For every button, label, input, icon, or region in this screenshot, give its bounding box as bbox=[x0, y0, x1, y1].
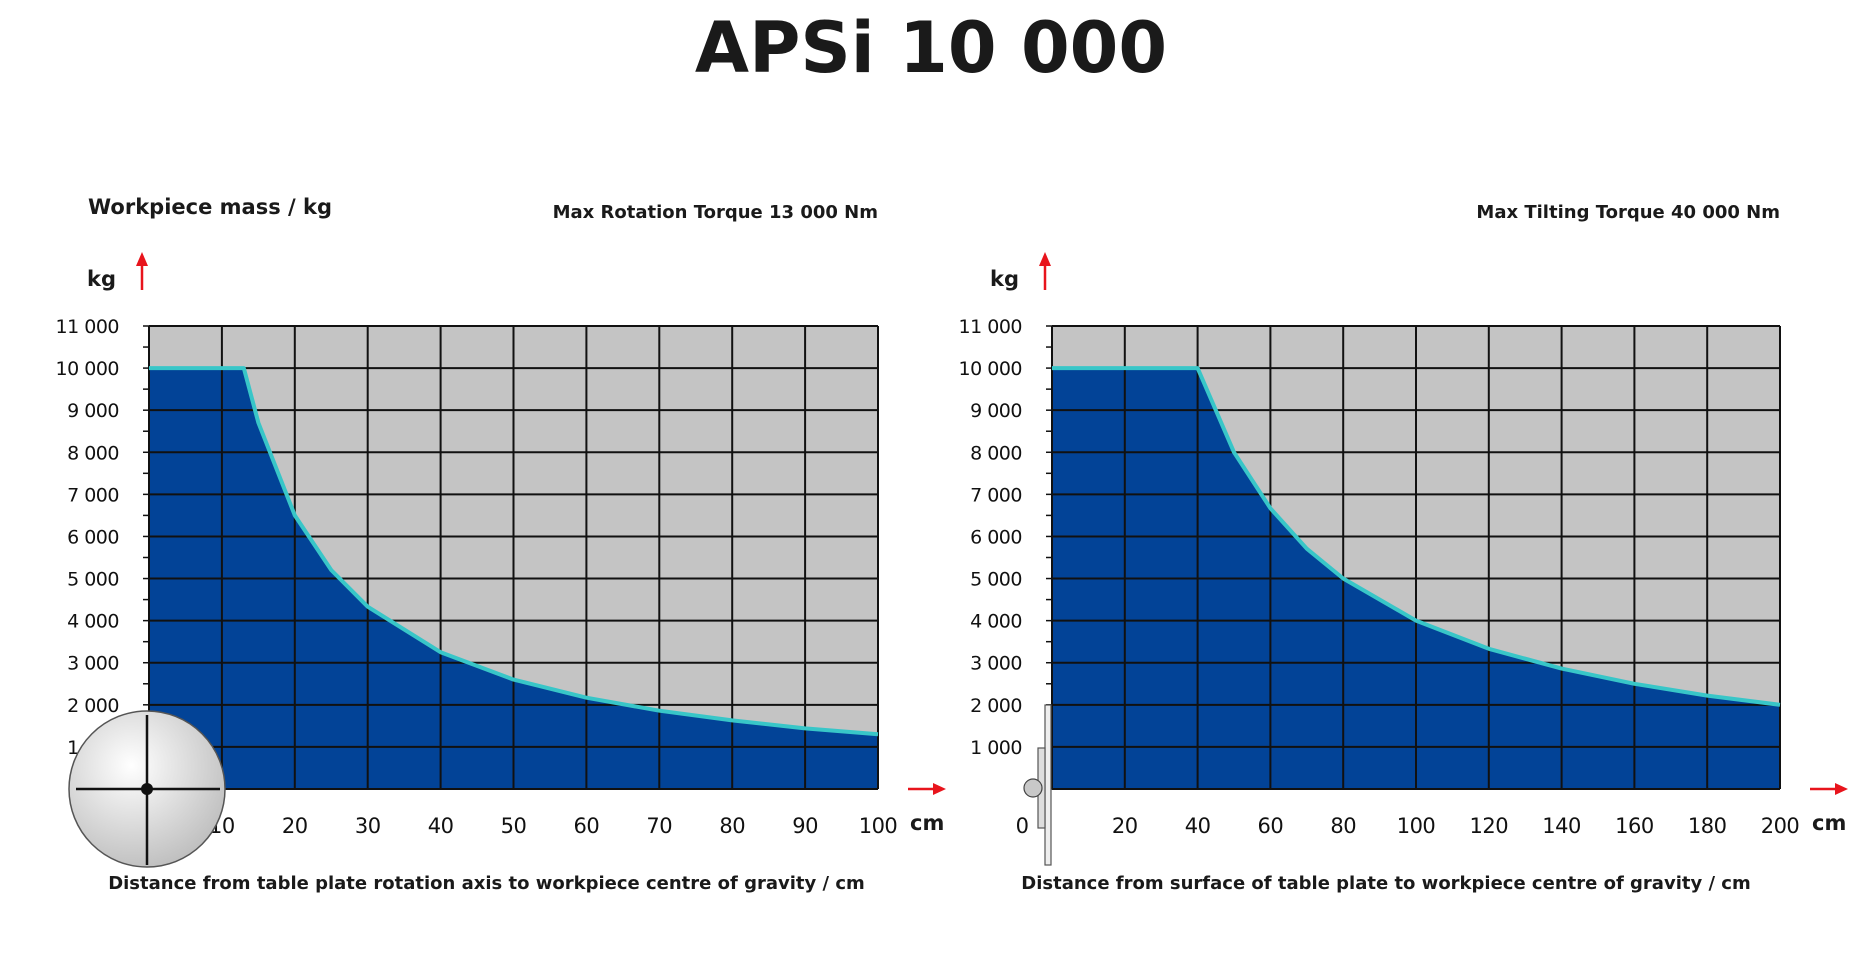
y-axis-arrow-head bbox=[136, 252, 148, 266]
y-tick-label: 9 000 bbox=[67, 400, 119, 422]
y-tick-label: 7 000 bbox=[67, 484, 119, 506]
x-axis-arrow-head bbox=[1835, 783, 1848, 795]
x-tick-label: 30 bbox=[355, 814, 381, 838]
y-unit-label: kg bbox=[87, 267, 116, 291]
x-tick-label: 180 bbox=[1688, 814, 1727, 838]
x-tick-label: 0 bbox=[1016, 814, 1029, 838]
x-axis-arrow-head bbox=[933, 783, 946, 795]
x-axis-title: Distance from table plate rotation axis … bbox=[108, 873, 865, 894]
tilting-axis-icon bbox=[1023, 778, 1043, 798]
y-axis-arrow-head bbox=[1039, 252, 1051, 266]
y-axis-title: Workpiece mass / kg bbox=[88, 195, 332, 219]
y-tick-label: 6 000 bbox=[67, 526, 119, 548]
y-tick-label: 11 000 bbox=[56, 316, 119, 338]
y-tick-label: 8 000 bbox=[970, 442, 1022, 464]
x-tick-label: 40 bbox=[428, 814, 454, 838]
permitted-load-area bbox=[149, 368, 878, 789]
y-tick-label: 10 000 bbox=[56, 358, 119, 380]
x-tick-label: 60 bbox=[574, 814, 600, 838]
y-unit-label: kg bbox=[990, 267, 1019, 291]
chart-title: Max Tilting Torque 40 000 Nm bbox=[1476, 202, 1780, 223]
x-tick-label: 120 bbox=[1470, 814, 1509, 838]
y-tick-label: 3 000 bbox=[970, 653, 1022, 675]
y-tick-label: 1 000 bbox=[970, 737, 1022, 759]
x-tick-label: 140 bbox=[1542, 814, 1581, 838]
x-tick-label: 200 bbox=[1761, 814, 1800, 838]
y-tick-label: 3 000 bbox=[67, 653, 119, 675]
x-tick-label: 50 bbox=[501, 814, 527, 838]
y-tick-label: 5 000 bbox=[970, 569, 1022, 591]
x-tick-label: 20 bbox=[282, 814, 308, 838]
tilting-chart: 1 000 2 000 3 000 4 000 5 000 6 000 7 000 8 000… bbox=[959, 202, 1848, 894]
x-tick-label: 40 bbox=[1185, 814, 1211, 838]
y-tick-label: 6 000 bbox=[970, 526, 1022, 548]
page-title: APSi 10 000 bbox=[695, 7, 1167, 89]
y-tick-label: 5 000 bbox=[67, 569, 119, 591]
permitted-load-area bbox=[1052, 368, 1780, 789]
x-tick-label: 100 bbox=[1397, 814, 1436, 838]
x-tick-label: 80 bbox=[719, 814, 745, 838]
rotary-table-center bbox=[141, 783, 153, 795]
x-unit-label: cm bbox=[1812, 811, 1846, 835]
y-tick-label: 2 000 bbox=[67, 695, 119, 717]
x-tick-label: 90 bbox=[792, 814, 818, 838]
x-unit-label: cm bbox=[910, 811, 944, 835]
x-tick-label: 20 bbox=[1112, 814, 1138, 838]
chart-title: Max Rotation Torque 13 000 Nm bbox=[553, 202, 878, 223]
y-tick-label: 8 000 bbox=[67, 442, 119, 464]
y-tick-label: 9 000 bbox=[970, 400, 1022, 422]
y-tick-label: 2 000 bbox=[970, 695, 1022, 717]
load-limit-curve bbox=[1052, 366, 1781, 707]
tilting-table-icon bbox=[1044, 704, 1052, 866]
x-tick-label: 100 bbox=[859, 814, 898, 838]
y-tick-label: 10 000 bbox=[959, 358, 1022, 380]
y-tick-label: 7 000 bbox=[970, 484, 1022, 506]
x-tick-label: 80 bbox=[1330, 814, 1356, 838]
x-tick-label: 60 bbox=[1258, 814, 1284, 838]
y-tick-label: 4 000 bbox=[970, 611, 1022, 633]
x-tick-label: 70 bbox=[646, 814, 672, 838]
y-tick-label: 11 000 bbox=[959, 316, 1022, 338]
y-tick-label: 4 000 bbox=[67, 611, 119, 633]
x-axis-title: Distance from surface of table plate to … bbox=[1021, 873, 1750, 894]
x-tick-label: 160 bbox=[1615, 814, 1654, 838]
